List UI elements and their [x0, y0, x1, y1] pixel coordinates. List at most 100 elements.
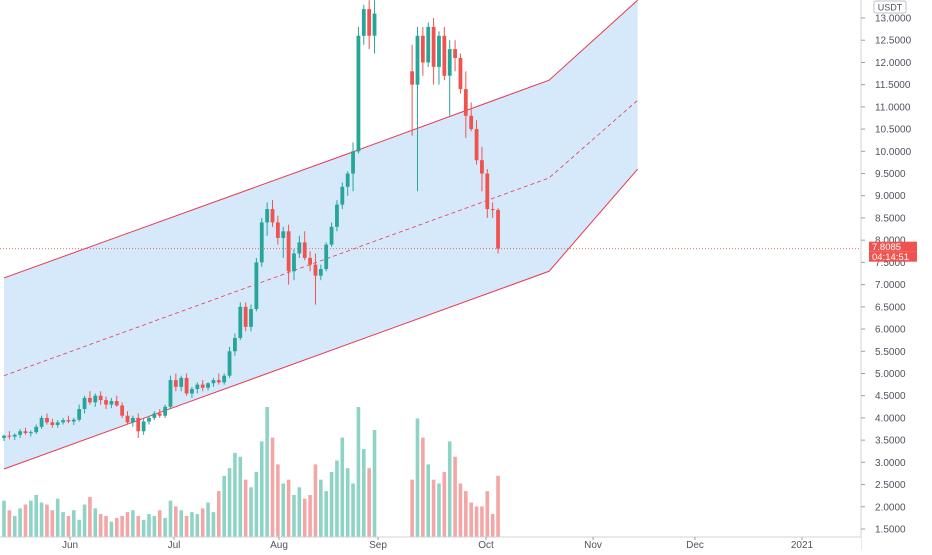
candle[interactable]	[415, 26, 420, 192]
candle[interactable]	[233, 333, 237, 356]
candle[interactable]	[222, 373, 227, 385]
candle[interactable]	[88, 391, 92, 405]
candle[interactable]	[109, 397, 114, 409]
candle[interactable]	[184, 373, 189, 396]
candle[interactable]	[71, 417, 76, 426]
price-scale-bg[interactable]	[861, 0, 932, 550]
candle[interactable]	[496, 208, 500, 254]
candle[interactable]	[490, 202, 495, 218]
candle[interactable]	[270, 200, 275, 227]
candle[interactable]	[98, 391, 103, 405]
candle[interactable]	[249, 304, 253, 332]
candle[interactable]	[211, 377, 216, 387]
candle[interactable]	[485, 169, 490, 218]
candle[interactable]	[426, 22, 431, 67]
candle-body	[168, 380, 173, 407]
candle[interactable]	[308, 251, 312, 272]
candle[interactable]	[480, 146, 484, 192]
candle[interactable]	[302, 231, 307, 261]
candle[interactable]	[190, 386, 194, 398]
candle-body	[356, 35, 361, 152]
candle[interactable]	[206, 382, 210, 391]
candle[interactable]	[195, 382, 200, 394]
candle[interactable]	[216, 373, 221, 385]
candle[interactable]	[200, 380, 205, 392]
candle[interactable]	[23, 427, 28, 435]
candle[interactable]	[120, 402, 125, 418]
candle[interactable]	[45, 413, 49, 425]
candle[interactable]	[50, 418, 55, 428]
candle[interactable]	[313, 253, 318, 305]
candle[interactable]	[39, 415, 44, 430]
candle[interactable]	[114, 395, 119, 407]
candle[interactable]	[453, 40, 457, 72]
candle[interactable]	[130, 415, 135, 427]
channel-middle-line[interactable]	[3, 99, 638, 377]
candle[interactable]	[458, 53, 463, 94]
candle[interactable]	[2, 434, 6, 442]
candle[interactable]	[136, 413, 141, 438]
candle[interactable]	[34, 424, 39, 434]
candle[interactable]	[55, 420, 60, 428]
candle[interactable]	[93, 393, 98, 407]
candle[interactable]	[329, 222, 334, 247]
candle[interactable]	[77, 404, 82, 422]
candle[interactable]	[7, 431, 12, 440]
volume-bar	[109, 521, 114, 537]
candle[interactable]	[157, 409, 162, 418]
candle[interactable]	[28, 430, 33, 437]
candle[interactable]	[361, 4, 366, 45]
candle[interactable]	[437, 31, 441, 85]
candle[interactable]	[356, 26, 361, 154]
candle[interactable]	[367, 0, 372, 50]
candle[interactable]	[447, 40, 452, 116]
candle[interactable]	[61, 417, 65, 425]
candle[interactable]	[351, 142, 355, 192]
candle[interactable]	[163, 404, 167, 418]
candle[interactable]	[125, 411, 130, 425]
candle[interactable]	[469, 102, 474, 132]
candle[interactable]	[335, 200, 339, 232]
candle[interactable]	[254, 257, 259, 312]
candle[interactable]	[292, 249, 296, 281]
candle[interactable]	[173, 373, 178, 392]
candle[interactable]	[420, 26, 425, 76]
candle[interactable]	[265, 202, 270, 236]
candle[interactable]	[442, 26, 447, 81]
candle[interactable]	[318, 264, 323, 281]
candle[interactable]	[141, 418, 146, 435]
candle[interactable]	[431, 18, 436, 85]
candle[interactable]	[12, 433, 17, 441]
candle[interactable]	[227, 346, 232, 378]
candle[interactable]	[340, 182, 345, 210]
candle[interactable]	[474, 120, 479, 165]
candle[interactable]	[18, 429, 23, 438]
candle[interactable]	[463, 71, 468, 138]
candle-body	[216, 380, 221, 383]
candle[interactable]	[104, 396, 108, 410]
candle[interactable]	[243, 302, 248, 332]
candle[interactable]	[281, 226, 286, 258]
candle[interactable]	[152, 411, 157, 421]
candle[interactable]	[168, 375, 173, 410]
candle[interactable]	[410, 44, 415, 136]
time-scale-bg[interactable]	[0, 537, 861, 550]
candle[interactable]	[345, 171, 350, 196]
candle[interactable]	[82, 395, 87, 414]
candle[interactable]	[286, 224, 291, 285]
candle[interactable]	[297, 235, 302, 258]
channel-upper-line[interactable]	[3, 0, 638, 279]
candle[interactable]	[275, 215, 280, 245]
candle[interactable]	[66, 415, 71, 424]
currency-badge[interactable]: USDT	[873, 0, 907, 14]
candle[interactable]	[259, 217, 264, 267]
channel-lower-line[interactable]	[3, 168, 639, 470]
candle[interactable]	[147, 415, 151, 425]
candle[interactable]	[179, 375, 184, 392]
candle-body	[351, 151, 355, 174]
candle[interactable]	[324, 242, 329, 272]
candle[interactable]	[238, 302, 243, 341]
candle[interactable]	[372, 0, 377, 54]
